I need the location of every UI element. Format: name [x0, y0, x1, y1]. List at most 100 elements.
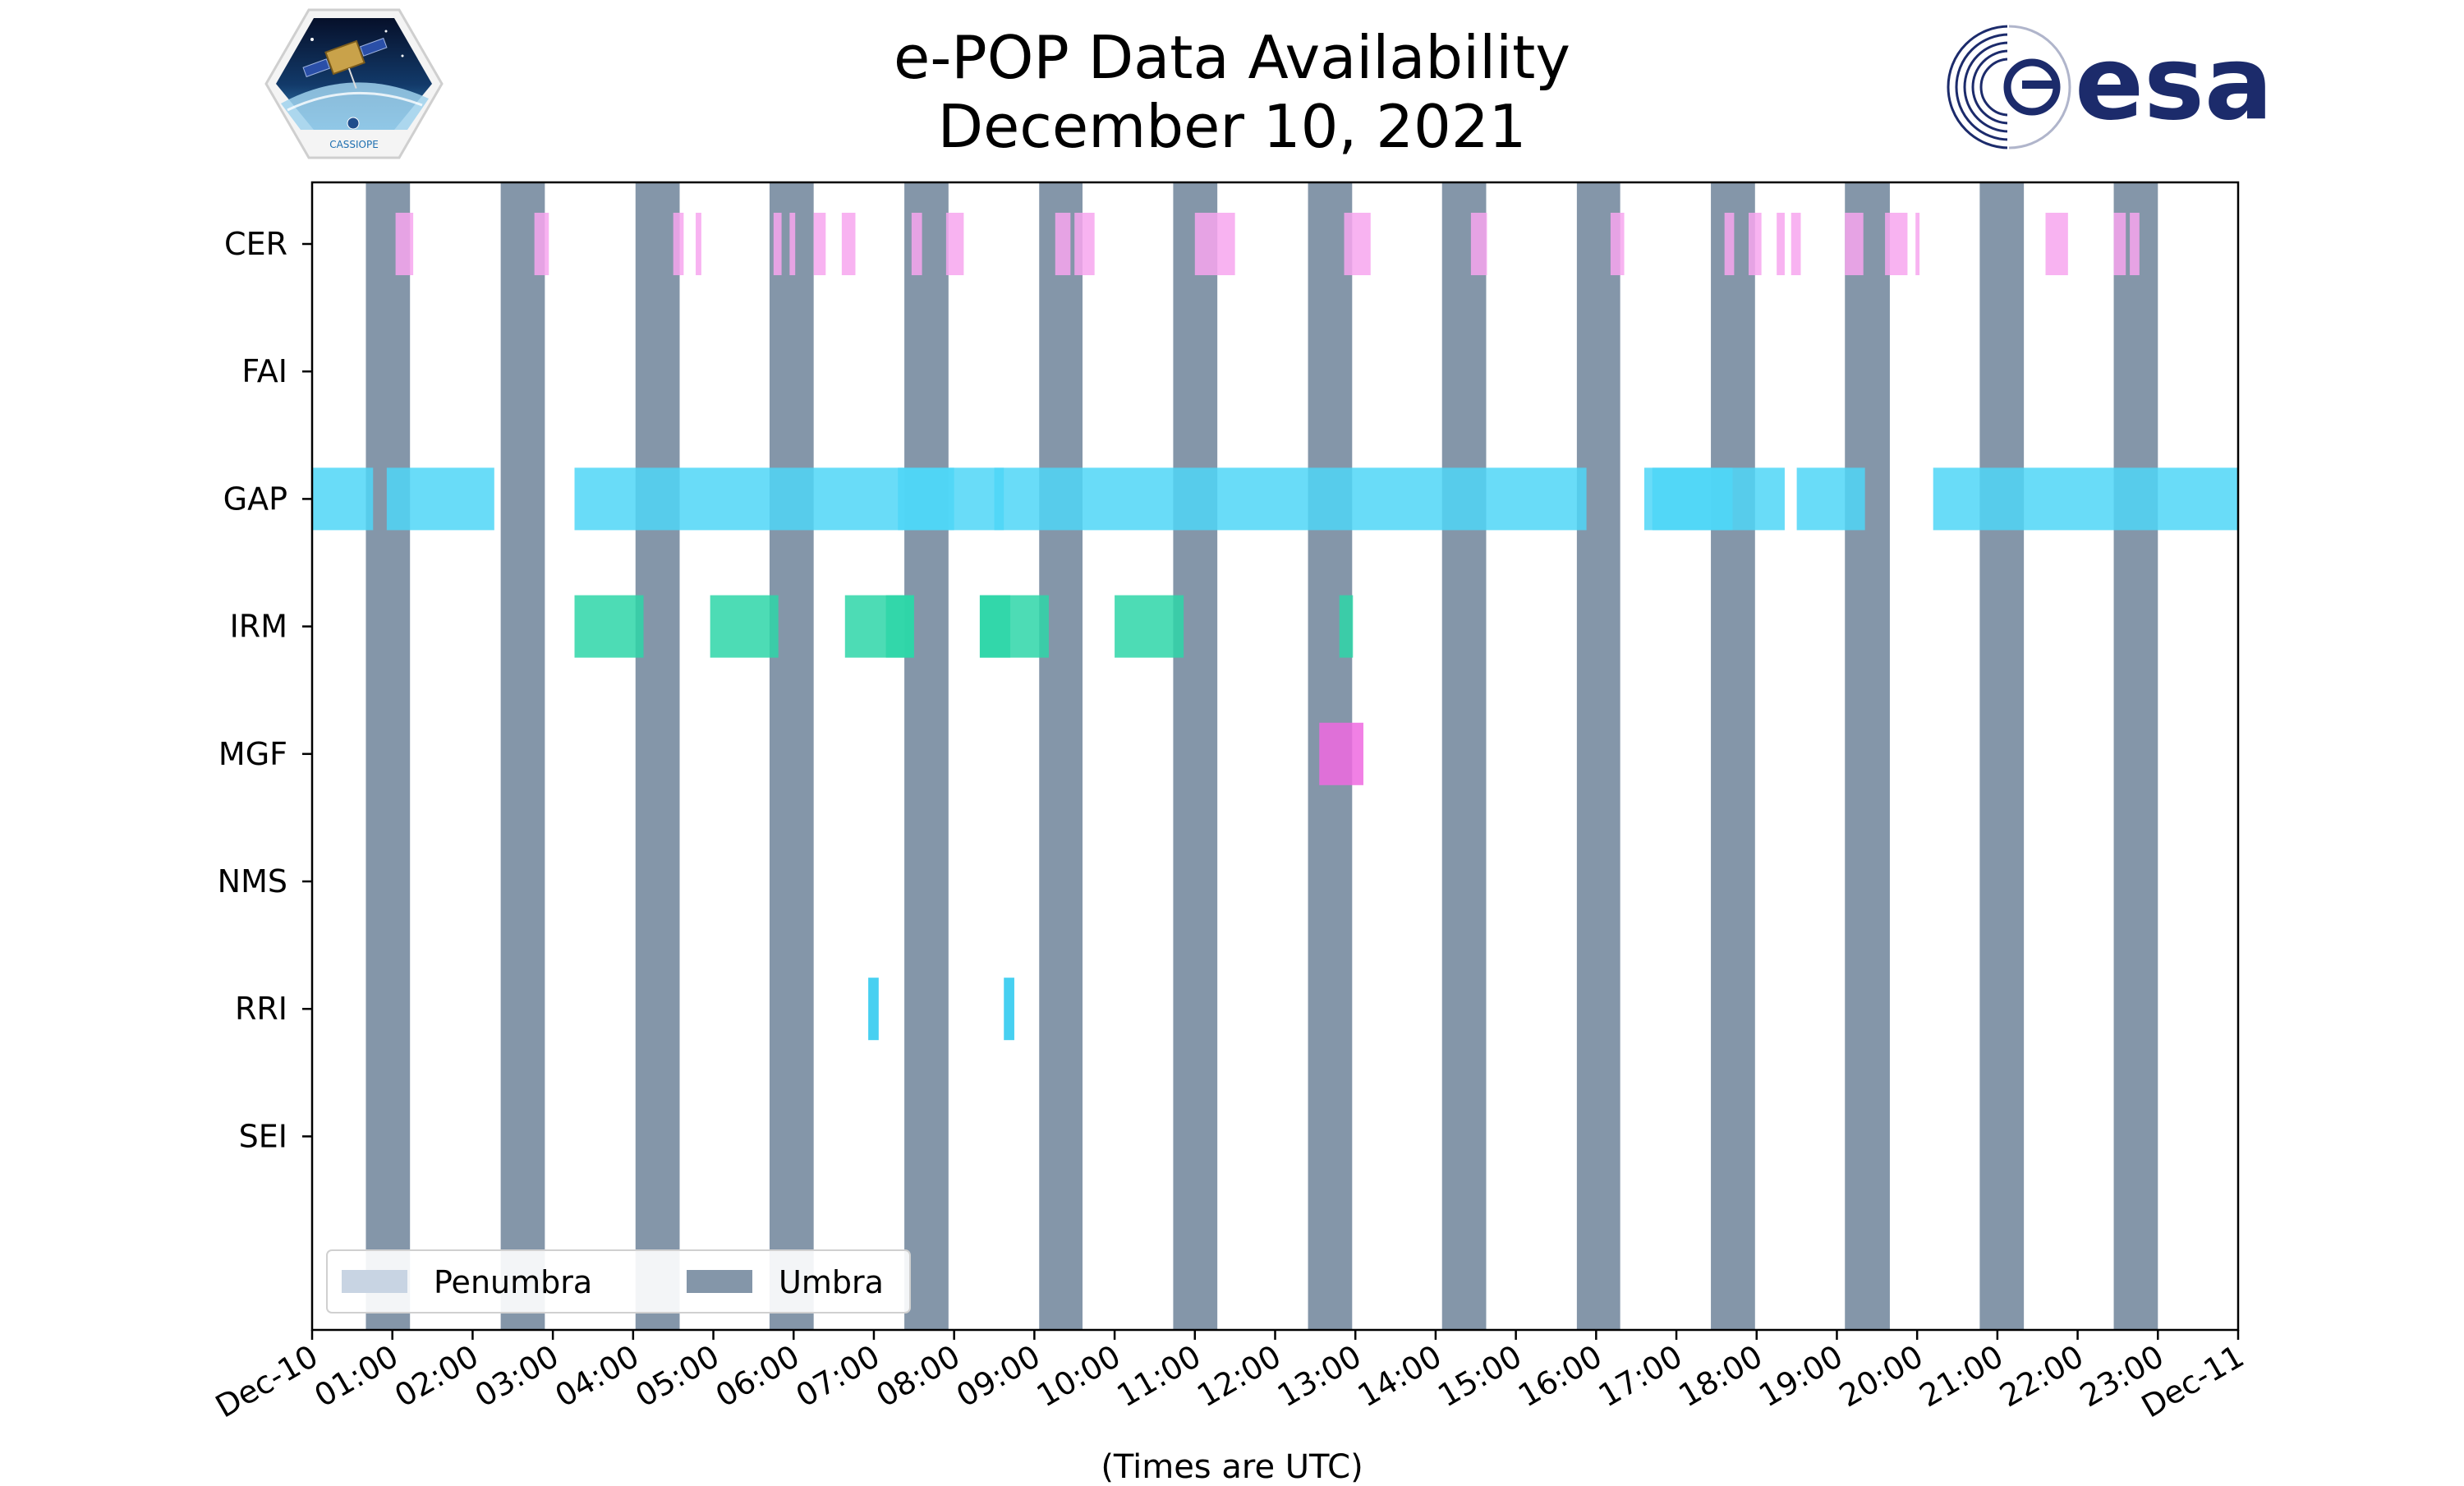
bar-gap — [898, 467, 954, 531]
bar-gap — [1933, 467, 2238, 531]
bar-cer — [1194, 213, 1235, 275]
x-tick-label: 09:00 — [950, 1338, 1046, 1415]
bar-cer — [911, 213, 922, 275]
bar-rri — [868, 978, 879, 1041]
y-tick-label: GAP — [223, 481, 287, 517]
umbra-band — [2113, 182, 2158, 1330]
bar-cer — [841, 213, 856, 275]
bar-irm — [885, 595, 914, 658]
bar-irm — [844, 595, 914, 658]
legend-box — [326, 1249, 911, 1313]
x-tick-label: 13:00 — [1271, 1338, 1368, 1415]
bar-cer — [673, 213, 684, 275]
bar-cer — [2045, 213, 2068, 275]
bar-gap — [994, 467, 1587, 531]
x-tick-label: Dec-10 — [209, 1338, 324, 1425]
bar-cer — [1845, 213, 1864, 275]
umbra-band — [1173, 182, 1218, 1330]
bar-gap — [1796, 467, 1865, 531]
umbra-band — [1845, 182, 1890, 1330]
esa-logo-text: esa — [2075, 25, 2273, 143]
x-tick-label: 22:00 — [1993, 1338, 2089, 1415]
bar-cer — [1724, 213, 1735, 275]
bar-irm — [1339, 595, 1354, 658]
bar-cer — [945, 213, 964, 275]
bar-gap — [1652, 467, 1733, 531]
bar-cer — [789, 213, 796, 275]
y-axis: CER FAI GAP IRM MGF NMS RRI SEI — [218, 226, 312, 1154]
umbra-band — [1711, 182, 1755, 1330]
umbra-band — [365, 182, 411, 1330]
bar-irm — [1115, 595, 1184, 658]
bar-irm — [710, 595, 779, 658]
bar-cer — [1344, 213, 1371, 275]
bar-cer — [1791, 213, 1801, 275]
legend-label: Penumbra — [434, 1264, 592, 1300]
bar-cer — [2130, 213, 2140, 275]
bar-cer — [1748, 213, 1762, 275]
umbra-band — [1308, 182, 1353, 1330]
bar-cer — [696, 213, 701, 275]
esa-logo: esa — [1947, 25, 2273, 150]
x-tick-label: 03:00 — [469, 1338, 565, 1415]
cassiope-logo: CASSIOPE — [264, 8, 444, 159]
umbra-band — [1441, 182, 1487, 1330]
x-tick-label: 04:00 — [549, 1338, 645, 1415]
y-tick-label: CER — [224, 226, 287, 262]
bar-cer — [1915, 213, 1920, 275]
umbra-band — [635, 182, 680, 1330]
y-tick-label: RRI — [235, 991, 287, 1027]
bar-gap — [312, 467, 374, 531]
y-tick-label: IRM — [230, 609, 287, 645]
x-tick-label: Dec-11 — [2135, 1338, 2250, 1425]
umbra-band — [1576, 182, 1620, 1330]
x-tick-label: 10:00 — [1031, 1338, 1127, 1415]
bar-cer — [1885, 213, 1908, 275]
series-bars — [312, 213, 2238, 1041]
bar-rri — [1004, 978, 1014, 1041]
x-axis: Dec-1001:0002:0003:0004:0005:0006:0007:0… — [209, 1330, 2250, 1425]
bar-cer — [773, 213, 782, 275]
x-tick-label: 06:00 — [710, 1338, 806, 1415]
legend: Penumbra Umbra — [326, 1249, 911, 1313]
bar-cer — [1074, 213, 1095, 275]
y-tick-label: SEI — [239, 1118, 287, 1154]
x-tick-label: 07:00 — [790, 1338, 886, 1415]
x-tick-label: 11:00 — [1110, 1338, 1207, 1415]
x-tick-label: 16:00 — [1512, 1338, 1608, 1415]
x-tick-label: 21:00 — [1914, 1338, 2010, 1415]
y-tick-label: MGF — [218, 736, 287, 772]
y-tick-label: FAI — [241, 353, 287, 389]
x-tick-label: 20:00 — [1833, 1338, 1929, 1415]
legend-swatch — [342, 1270, 407, 1293]
x-axis-label: (Times are UTC) — [1101, 1448, 1363, 1486]
bar-irm — [979, 595, 1049, 658]
umbra-bands — [365, 182, 2158, 1330]
bar-cer — [1610, 213, 1625, 275]
legend-swatch — [687, 1270, 752, 1293]
x-tick-label: 01:00 — [308, 1338, 404, 1415]
umbra-band — [904, 182, 949, 1330]
bar-gap — [574, 467, 1004, 531]
y-tick-label: NMS — [218, 863, 287, 899]
umbra-band — [769, 182, 814, 1330]
x-tick-label: 17:00 — [1593, 1338, 1689, 1415]
x-tick-label: 23:00 — [2074, 1338, 2170, 1415]
bar-gap — [386, 467, 494, 531]
x-tick-label: 05:00 — [629, 1338, 725, 1415]
bar-cer — [2113, 213, 2126, 275]
x-tick-label: 19:00 — [1753, 1338, 1849, 1415]
x-tick-label: 18:00 — [1672, 1338, 1768, 1415]
axes-frame — [310, 181, 2240, 1332]
bar-irm — [574, 595, 644, 658]
cassiope-logo-text: CASSIOPE — [329, 139, 379, 150]
x-tick-label: 12:00 — [1191, 1338, 1287, 1415]
bar-cer — [534, 213, 549, 275]
bar-gap — [1643, 467, 1785, 531]
bar-mgf — [1319, 722, 1363, 785]
bar-cer — [813, 213, 826, 275]
bar-cer — [1470, 213, 1487, 275]
x-tick-label: 14:00 — [1352, 1338, 1448, 1415]
